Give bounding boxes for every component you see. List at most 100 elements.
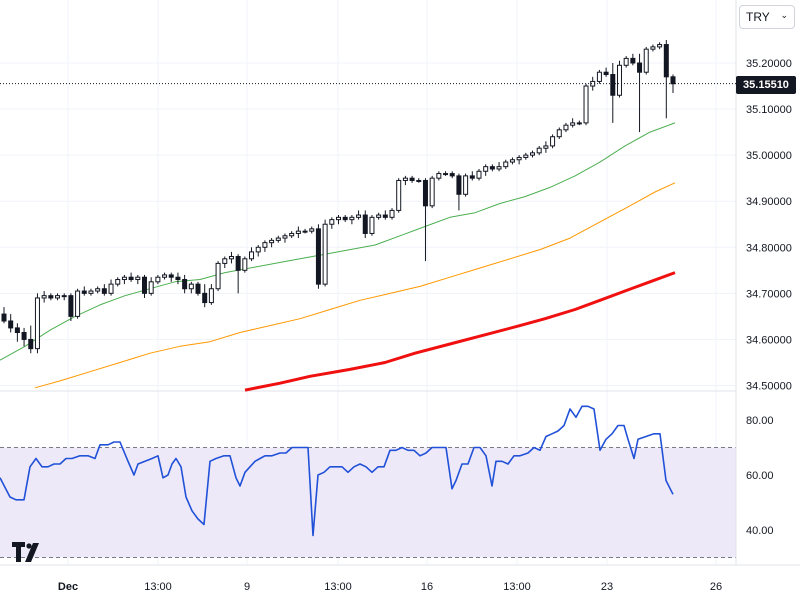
candle-up [275, 237, 281, 241]
candle-down [68, 295, 74, 317]
candle-up [295, 230, 301, 234]
price-tick-label: 35.10000 [746, 104, 792, 116]
candle-up [503, 161, 509, 168]
candle-up [208, 288, 214, 304]
candle-down [8, 320, 14, 329]
candle-up [476, 170, 482, 179]
candle-down [202, 292, 208, 304]
candle-up [269, 239, 275, 244]
candle-down [663, 44, 669, 78]
candle-down [81, 290, 87, 294]
candle-down [630, 57, 636, 64]
candle-up [188, 283, 194, 290]
candle-up [222, 258, 228, 264]
candle-up [496, 166, 502, 170]
candle-down [342, 216, 348, 221]
candle-up [115, 279, 121, 285]
candle-up [576, 122, 582, 125]
currency-select[interactable]: TRY ⌄ [739, 5, 795, 29]
candle-up [443, 173, 449, 176]
candle-up [516, 156, 522, 161]
candle-up [436, 173, 442, 179]
candle-up [416, 179, 422, 182]
candle-up [509, 159, 515, 163]
candle-down [603, 71, 609, 76]
candle-up [135, 276, 141, 281]
candle-down [489, 166, 495, 170]
candle-down [637, 62, 643, 73]
candle-down [195, 283, 201, 294]
time-tick-label: 16 [421, 581, 433, 593]
candle-up [583, 85, 589, 124]
candle-up [329, 219, 335, 225]
time-tick-label: 23 [601, 581, 613, 593]
candle-up [643, 48, 649, 73]
candle-up [483, 166, 489, 172]
candle-up [369, 216, 375, 234]
price-tick-label: 35.00000 [746, 150, 792, 162]
time-tick-label: 9 [244, 581, 250, 593]
candle-up [556, 129, 562, 138]
candle-up [570, 122, 576, 126]
candle-up [356, 214, 362, 218]
rsi-tick-label: 40.00 [746, 525, 774, 537]
candle-up [249, 251, 255, 260]
candle-up [550, 136, 556, 147]
candle-down [315, 228, 321, 285]
candle-up [34, 297, 40, 350]
candle-up [302, 230, 308, 233]
candle-down [382, 214, 388, 218]
candle-up [289, 232, 295, 237]
candle-down [21, 332, 27, 340]
chevron-down-icon: ⌄ [780, 10, 788, 20]
time-tick-label: 13:00 [324, 581, 352, 593]
candle-down [670, 76, 676, 85]
time-axis[interactable]: Dec 13:00 9 13:00 16 13:00 23 26 [58, 581, 722, 593]
candle-down [449, 173, 455, 177]
rsi-axis[interactable]: 80.00 60.00 40.00 [746, 415, 774, 537]
candle-down [14, 327, 20, 334]
candle-up [162, 274, 168, 278]
candle-up [336, 216, 341, 221]
rsi-band-fill [0, 447, 736, 558]
candle-up [463, 175, 469, 195]
rsi-tick-label: 80.00 [746, 415, 774, 427]
last-price-badge: 35.15510 [736, 76, 796, 94]
candle-up [396, 179, 402, 211]
candle-up [155, 276, 161, 283]
candle-up [108, 283, 114, 294]
rsi-tick-label: 60.00 [746, 470, 774, 482]
candle-up [536, 147, 542, 154]
candle-up [657, 44, 663, 48]
candle-up [616, 64, 622, 96]
candle-down [28, 338, 34, 350]
candle-up [61, 295, 67, 298]
candle-up [650, 46, 656, 50]
candle-up [55, 295, 61, 299]
candle-up [543, 145, 549, 149]
candle-down [128, 276, 134, 281]
candle-up [389, 209, 395, 218]
candle-up [282, 235, 288, 239]
candle-up [148, 281, 154, 294]
candle-up [228, 255, 234, 260]
tradingview-logo-icon[interactable] [12, 542, 44, 564]
time-tick-label: 26 [710, 581, 722, 593]
candle-down [48, 295, 54, 299]
candle-down [182, 279, 188, 290]
price-axis[interactable]: 35.20000 35.10000 35.00000 34.90000 34.80000… [746, 58, 792, 392]
candle-up [523, 154, 529, 158]
candlestick-series [1, 39, 676, 354]
rsi-pane-grid [0, 447, 736, 558]
candle-down [610, 74, 616, 96]
candle-up [429, 177, 435, 207]
price-tick-label: 34.80000 [746, 242, 792, 254]
candle-up [563, 124, 569, 131]
candle-down [469, 175, 475, 179]
candle-up [322, 223, 328, 285]
price-tick-label: 34.90000 [746, 196, 792, 208]
candle-up [75, 290, 81, 317]
ma-mid-line [34, 182, 676, 389]
ma-slow-line [244, 271, 676, 392]
